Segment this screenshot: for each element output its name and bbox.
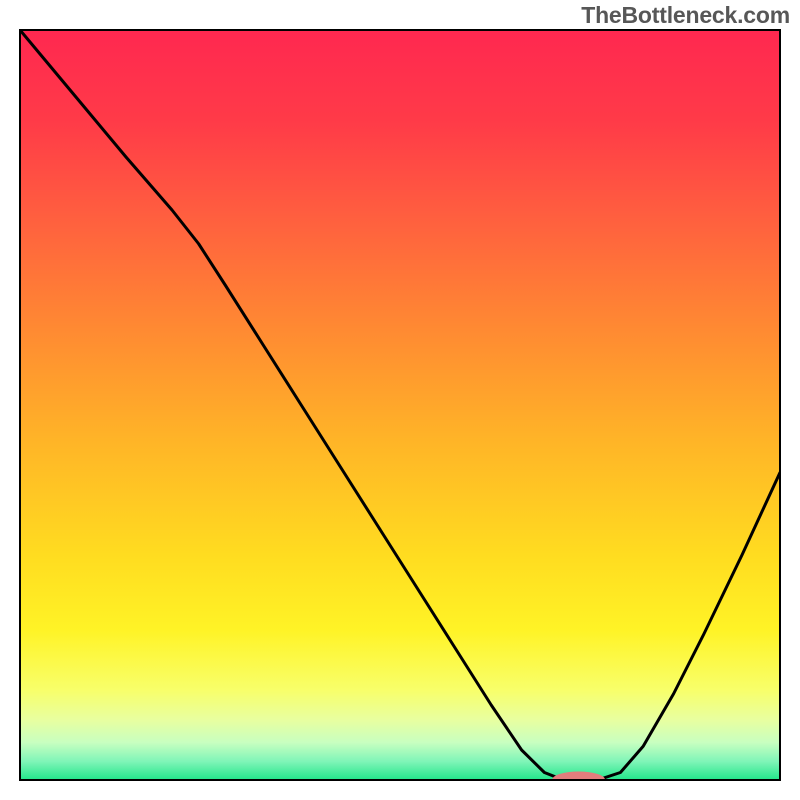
plot-background	[20, 30, 780, 780]
watermark-text: TheBottleneck.com	[581, 2, 790, 29]
chart-container: TheBottleneck.com	[0, 0, 800, 800]
bottleneck-chart	[0, 0, 800, 800]
